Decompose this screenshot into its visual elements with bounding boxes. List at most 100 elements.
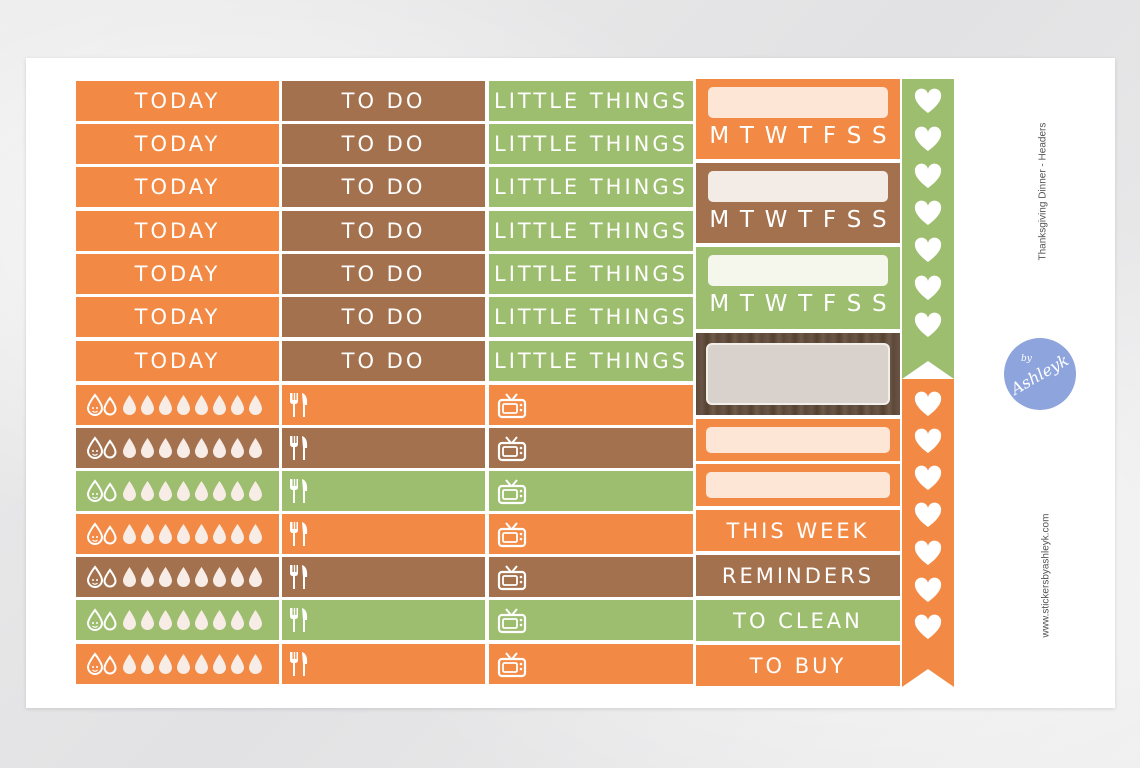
website-link[interactable]: www.stickersbyashleyk.com: [1040, 513, 1052, 638]
water-drop-icon: [141, 438, 154, 458]
today-sticker: TODAY: [76, 341, 279, 381]
water-drop-icon: [159, 654, 172, 674]
water-drop-icon: [249, 438, 262, 458]
tv-icon: [497, 565, 527, 591]
little-things-sticker: LITTLE THINGS: [489, 124, 693, 164]
water-drop-icon: [249, 567, 262, 587]
box-sticker-1: [696, 419, 900, 461]
water-drop-icon: [195, 567, 208, 587]
water-drop-icon: [123, 395, 136, 415]
today-sticker: TODAY: [76, 81, 279, 121]
todo-label: TO DO: [341, 89, 426, 113]
heart-icon: [914, 200, 942, 225]
write-box: [708, 255, 888, 286]
tv-sticker: [489, 557, 693, 597]
brand-logo: by Ashleyk: [1004, 338, 1076, 410]
wood-label-sticker: [696, 333, 900, 415]
water-face-icon: [86, 479, 117, 502]
tv-icon: [497, 393, 527, 419]
meal-sticker: [282, 471, 485, 511]
heart-icon: [914, 88, 942, 113]
little-things-sticker: LITTLE THINGS: [489, 167, 693, 207]
water-drop-icon: [249, 524, 262, 544]
meal-sticker: [282, 600, 485, 640]
little-things-label: LITTLE THINGS: [494, 305, 688, 329]
water-drop-icon: [231, 524, 244, 544]
water-drop-icon: [213, 438, 226, 458]
heart-icon: [914, 577, 942, 602]
water-drop-icon: [213, 567, 226, 587]
water-tracker-sticker: [76, 428, 279, 468]
water-drop-icon: [213, 610, 226, 630]
todo-label: TO DO: [341, 349, 426, 373]
todo-label: TO DO: [341, 219, 426, 243]
water-drop-icon: [123, 567, 136, 587]
today-sticker: TODAY: [76, 167, 279, 207]
this-week-label: THIS WEEK: [726, 518, 870, 543]
logo-text: Ashleyk: [1007, 349, 1073, 399]
little-things-sticker: LITTLE THINGS: [489, 254, 693, 294]
heart-strip-orange: [902, 379, 954, 687]
water-face-icon: [86, 522, 117, 545]
water-drop-icon: [123, 524, 136, 544]
tv-sticker: [489, 471, 693, 511]
little-things-label: LITTLE THINGS: [494, 89, 688, 113]
meal-sticker: [282, 428, 485, 468]
water-tracker-sticker: [76, 644, 279, 684]
water-drop-icon: [195, 438, 208, 458]
write-box: [708, 171, 888, 202]
todo-label: TO DO: [341, 175, 426, 199]
to-buy-sticker: TO BUY: [696, 645, 900, 686]
water-drop-icon: [159, 524, 172, 544]
little-things-sticker: LITTLE THINGS: [489, 341, 693, 381]
water-tracker-sticker: [76, 471, 279, 511]
fork-knife-icon: [290, 608, 308, 632]
heart-icon: [914, 502, 942, 527]
todo-label: TO DO: [341, 262, 426, 286]
little-things-label: LITTLE THINGS: [494, 349, 688, 373]
meal-sticker: [282, 514, 485, 554]
little-things-label: LITTLE THINGS: [494, 175, 688, 199]
todo-sticker: TO DO: [282, 254, 485, 294]
today-label: TODAY: [134, 219, 221, 243]
little-things-sticker: LITTLE THINGS: [489, 297, 693, 337]
tv-icon: [497, 436, 527, 462]
todo-sticker: TO DO: [282, 297, 485, 337]
water-drop-icon: [177, 481, 190, 501]
water-drop-icon: [141, 395, 154, 415]
fork-knife-icon: [290, 479, 308, 503]
reminders-sticker: REMINDERS: [696, 555, 900, 596]
tv-sticker: [489, 514, 693, 554]
water-drop-icon: [213, 524, 226, 544]
water-drop-icon: [159, 395, 172, 415]
water-drop-icon: [213, 481, 226, 501]
water-drop-icon: [231, 438, 244, 458]
water-drop-icon: [177, 654, 190, 674]
water-drop-icon: [141, 567, 154, 587]
to-buy-label: TO BUY: [749, 653, 847, 678]
heart-icon: [914, 312, 942, 337]
fork-knife-icon: [290, 565, 308, 589]
water-drop-icon: [231, 481, 244, 501]
meal-sticker: [282, 557, 485, 597]
water-drop-icon: [249, 610, 262, 630]
meal-sticker: [282, 644, 485, 684]
water-drop-icon: [177, 395, 190, 415]
today-sticker: TODAY: [76, 254, 279, 294]
water-tracker-sticker: [76, 385, 279, 425]
reminders-label: REMINDERS: [721, 563, 875, 588]
water-drop-icon: [249, 395, 262, 415]
water-tracker-sticker: [76, 514, 279, 554]
water-drop-icon: [249, 481, 262, 501]
today-sticker: TODAY: [76, 297, 279, 337]
todo-sticker: TO DO: [282, 211, 485, 251]
water-drop-icon: [177, 524, 190, 544]
water-drop-icon: [123, 610, 136, 630]
water-drop-icon: [195, 654, 208, 674]
tv-icon: [497, 652, 527, 678]
little-things-sticker: LITTLE THINGS: [489, 81, 693, 121]
water-drop-icon: [213, 654, 226, 674]
heart-icon: [914, 614, 942, 639]
